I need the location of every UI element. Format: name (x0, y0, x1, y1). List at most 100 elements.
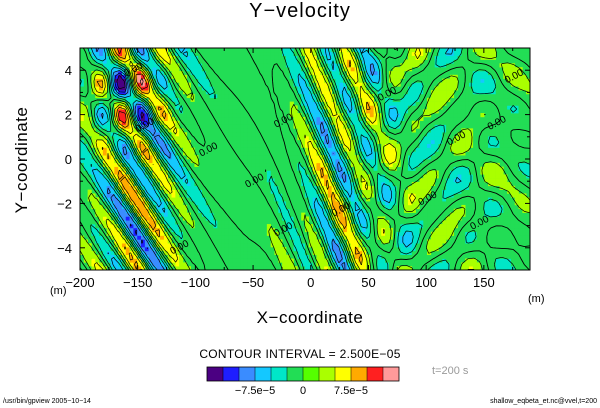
field-cell (175, 181, 180, 187)
field-cell (354, 189, 359, 194)
field-cell (339, 155, 344, 160)
field-cell (350, 155, 355, 160)
field-cell (461, 109, 466, 114)
field-cell (388, 258, 394, 263)
field-cell (430, 204, 435, 210)
field-cell (457, 174, 462, 179)
field-cell (102, 59, 107, 64)
field-cell (404, 250, 409, 255)
field-cell (484, 227, 489, 233)
field-cell (339, 116, 344, 122)
field-cell (346, 113, 352, 118)
field-cell (255, 166, 260, 171)
field-cell (247, 262, 252, 267)
field-cell (453, 162, 458, 167)
field-cell (518, 97, 523, 102)
field-cell (209, 224, 214, 229)
field-cell (289, 220, 294, 225)
field-cell (320, 216, 325, 221)
field-cell (236, 116, 241, 122)
field-cell (152, 128, 157, 133)
field-cell (152, 235, 157, 240)
field-cell (434, 101, 439, 106)
field-cell (308, 201, 313, 206)
field-cell (381, 193, 386, 198)
field-cell (392, 101, 397, 106)
field-cell (350, 109, 355, 114)
field-cell (461, 189, 466, 194)
field-cell (137, 70, 142, 76)
field-cell (400, 124, 405, 129)
field-cell (324, 63, 329, 68)
field-cell (419, 216, 424, 221)
field-cell (148, 97, 153, 102)
field-cell (510, 74, 516, 79)
field-cell (411, 224, 416, 229)
field-cell (465, 181, 470, 187)
field-cell (449, 166, 455, 171)
field-cell (343, 78, 348, 83)
field-cell (148, 59, 153, 64)
field-cell (366, 227, 371, 233)
field-cell (427, 216, 432, 221)
field-cell (167, 124, 172, 129)
field-cell (377, 120, 382, 125)
field-cell (118, 143, 123, 148)
field-cell (392, 78, 397, 83)
field-cell (186, 48, 191, 53)
field-cell (228, 139, 233, 144)
field-cell (240, 113, 245, 118)
field-cell (358, 254, 363, 259)
field-cell (491, 162, 496, 167)
field-cell (320, 67, 325, 72)
field-cell (438, 185, 443, 190)
field-cell (190, 247, 195, 252)
field-cell (377, 185, 382, 190)
field-cell (438, 197, 443, 202)
field-cell (305, 185, 310, 190)
field-cell (182, 204, 188, 210)
field-cell (495, 170, 500, 175)
field-cell (491, 151, 496, 156)
field-cell (499, 247, 504, 252)
field-cell (114, 178, 119, 183)
field-cell (320, 227, 325, 233)
field-cell (163, 70, 169, 76)
field-cell (495, 247, 500, 252)
field-cell (202, 78, 207, 83)
field-cell (495, 78, 500, 83)
field-cell (110, 224, 115, 229)
field-cell (419, 143, 424, 148)
field-cell (522, 224, 527, 229)
field-cell (331, 82, 336, 87)
field-cell (282, 189, 287, 194)
field-cell (125, 59, 130, 64)
field-cell (282, 136, 287, 141)
field-cell (285, 231, 291, 236)
field-cell (282, 59, 287, 64)
field-cell (495, 139, 500, 144)
field-cell (388, 178, 394, 183)
field-cell (87, 120, 92, 125)
field-cell (141, 204, 146, 210)
field-cell (106, 254, 111, 259)
field-cell (415, 220, 420, 225)
field-cell (366, 120, 371, 125)
x-tick-label: −50 (242, 275, 264, 290)
field-cell (362, 113, 367, 118)
field-cell (266, 159, 271, 164)
field-cell (427, 105, 432, 110)
field-cell (266, 78, 271, 83)
field-cell (438, 243, 443, 248)
field-cell (243, 239, 249, 244)
field-cell (182, 143, 188, 148)
field-cell (324, 258, 329, 263)
field-cell (285, 136, 291, 141)
field-cell (453, 254, 458, 259)
field-cell (148, 178, 153, 183)
field-cell (186, 266, 191, 270)
field-cell (396, 109, 401, 114)
field-cell (335, 70, 340, 76)
field-cell (335, 166, 340, 171)
field-cell (148, 193, 153, 198)
